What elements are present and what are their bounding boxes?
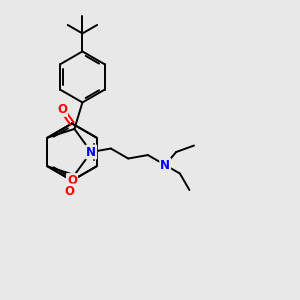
Text: N: N (86, 146, 96, 158)
Text: O: O (57, 103, 67, 116)
Text: O: O (64, 184, 74, 198)
Text: O: O (67, 174, 77, 187)
Text: N: N (160, 159, 170, 172)
